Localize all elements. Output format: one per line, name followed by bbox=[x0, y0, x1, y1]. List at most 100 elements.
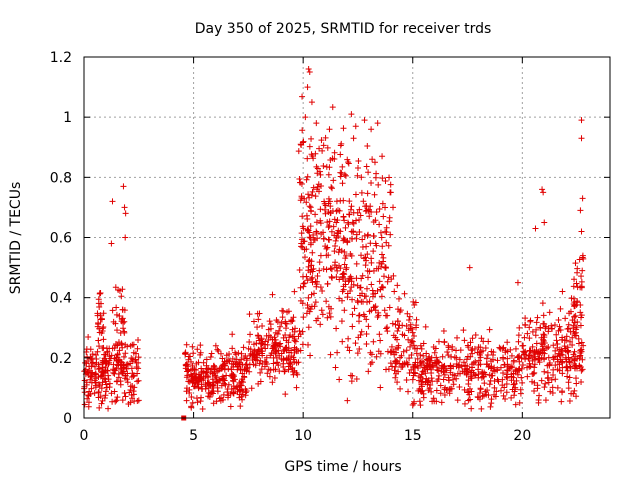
data-point bbox=[467, 369, 474, 376]
data-point bbox=[367, 349, 374, 356]
data-point bbox=[229, 345, 236, 352]
data-point bbox=[413, 350, 420, 357]
data-point bbox=[364, 299, 371, 306]
data-point bbox=[308, 208, 315, 215]
data-point bbox=[194, 399, 201, 406]
data-point bbox=[293, 370, 300, 377]
data-point bbox=[297, 331, 304, 338]
data-point bbox=[368, 126, 375, 133]
data-point bbox=[540, 312, 547, 319]
data-point bbox=[305, 258, 312, 265]
data-point bbox=[306, 69, 313, 76]
data-point bbox=[461, 337, 468, 344]
data-point bbox=[113, 311, 120, 318]
data-point bbox=[562, 315, 569, 322]
y-tick-label: 0.6 bbox=[50, 231, 72, 247]
data-point bbox=[287, 332, 294, 339]
data-point bbox=[542, 380, 549, 387]
data-point bbox=[408, 352, 415, 359]
data-point bbox=[392, 358, 399, 365]
data-point bbox=[122, 234, 129, 241]
data-point bbox=[230, 373, 237, 380]
data-point bbox=[326, 222, 333, 229]
data-point bbox=[370, 338, 377, 345]
data-point bbox=[502, 349, 509, 356]
data-point bbox=[567, 338, 574, 345]
data-point bbox=[350, 135, 357, 142]
data-point bbox=[303, 199, 310, 206]
data-point bbox=[317, 206, 324, 213]
data-point bbox=[262, 338, 269, 345]
data-point bbox=[199, 405, 206, 412]
data-point bbox=[377, 229, 384, 236]
data-point bbox=[301, 195, 308, 202]
data-point bbox=[121, 390, 128, 397]
data-point bbox=[441, 339, 448, 346]
data-point bbox=[339, 180, 346, 187]
data-point bbox=[329, 185, 336, 192]
data-point bbox=[536, 350, 543, 357]
data-point bbox=[363, 163, 370, 170]
data-point bbox=[97, 316, 104, 323]
data-point bbox=[314, 183, 321, 190]
data-point bbox=[577, 322, 584, 329]
data-point bbox=[341, 261, 348, 268]
data-point bbox=[564, 326, 571, 333]
data-point bbox=[538, 334, 545, 341]
data-point bbox=[387, 360, 394, 367]
data-point bbox=[307, 235, 314, 241]
data-point bbox=[529, 328, 536, 335]
data-point bbox=[120, 325, 127, 332]
data-point bbox=[87, 354, 94, 361]
data-point bbox=[290, 371, 297, 378]
data-point bbox=[417, 342, 424, 349]
data-point bbox=[578, 228, 585, 235]
data-point bbox=[89, 351, 96, 358]
data-point bbox=[115, 374, 122, 381]
data-point bbox=[394, 336, 401, 343]
data-point bbox=[251, 347, 258, 354]
data-point bbox=[559, 389, 566, 396]
data-point bbox=[130, 373, 137, 380]
data-point bbox=[119, 344, 126, 351]
data-point bbox=[420, 352, 427, 359]
data-point bbox=[101, 375, 108, 382]
data-point bbox=[348, 111, 355, 118]
data-point bbox=[313, 120, 320, 127]
data-point bbox=[273, 317, 280, 324]
data-point bbox=[118, 359, 125, 366]
data-point bbox=[187, 371, 194, 378]
data-point bbox=[504, 374, 511, 381]
data-point bbox=[98, 369, 105, 376]
data-point bbox=[486, 381, 493, 388]
data-point bbox=[211, 366, 218, 373]
data-point bbox=[566, 310, 573, 317]
data-point bbox=[423, 375, 430, 382]
data-point bbox=[305, 341, 312, 348]
data-point bbox=[276, 341, 283, 348]
data-point bbox=[96, 325, 103, 332]
data-point bbox=[526, 335, 533, 342]
data-point bbox=[314, 272, 321, 279]
data-point bbox=[218, 363, 225, 370]
data-point bbox=[358, 328, 365, 335]
data-point bbox=[345, 221, 352, 228]
data-point bbox=[414, 363, 421, 370]
data-point bbox=[267, 352, 274, 359]
data-point bbox=[305, 227, 312, 234]
data-point bbox=[577, 349, 584, 356]
data-point bbox=[191, 370, 198, 377]
data-point bbox=[476, 357, 483, 364]
data-point bbox=[108, 352, 115, 359]
data-point bbox=[483, 355, 490, 362]
data-point bbox=[422, 323, 429, 330]
data-point bbox=[352, 123, 359, 130]
data-point bbox=[444, 349, 451, 356]
data-point bbox=[344, 238, 351, 245]
data-point bbox=[189, 343, 196, 350]
data-point bbox=[564, 373, 571, 380]
data-point bbox=[566, 397, 573, 404]
data-point bbox=[370, 248, 377, 255]
data-point bbox=[579, 267, 586, 274]
data-point bbox=[365, 368, 372, 375]
